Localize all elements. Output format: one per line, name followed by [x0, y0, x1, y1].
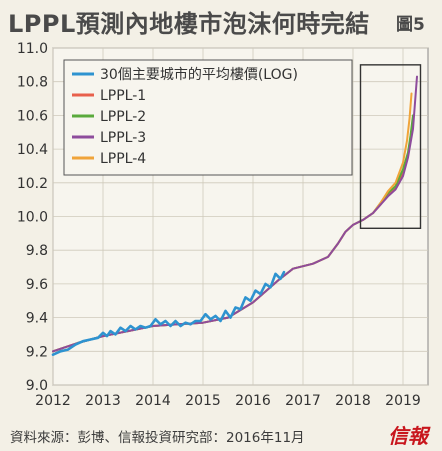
- source-note: 資料來源：彭博、信報投資研究部：2016年11月: [10, 430, 305, 446]
- y-tick-label: 9.4: [26, 311, 48, 327]
- legend-label: LPPL-1: [100, 88, 146, 104]
- figure-label: 圖5: [396, 15, 425, 35]
- legend-box: [63, 59, 353, 176]
- y-tick-label: 10.8: [17, 75, 48, 91]
- y-tick-label: 9.0: [26, 378, 48, 394]
- y-tick-label: 10.4: [17, 142, 48, 158]
- y-tick-label: 9.8: [26, 243, 48, 259]
- y-tick-label: 10.0: [17, 210, 48, 226]
- x-tick-label: 2015: [185, 393, 221, 409]
- highlight-box: [359, 64, 422, 229]
- legend-label: LPPL-3: [100, 130, 146, 146]
- x-tick-label: 2018: [335, 393, 371, 409]
- y-tick-label: 10.6: [17, 108, 48, 124]
- y-tick-label: 10.2: [17, 176, 48, 192]
- x-tick-label: 2016: [235, 393, 271, 409]
- series-line-3: [52, 75, 418, 353]
- x-tick-label: 2017: [285, 393, 321, 409]
- series-line-0: [51, 270, 286, 357]
- x-tick-label: 2013: [85, 393, 121, 409]
- chart-title: LPPL預測內地樓市泡沫何時完結: [8, 10, 370, 38]
- x-tick-label: 2012: [35, 393, 71, 409]
- x-tick-label: 2019: [385, 393, 421, 409]
- y-tick-label: 9.6: [26, 277, 48, 293]
- legend-label: LPPL-2: [100, 109, 146, 125]
- y-tick-label: 9.2: [26, 344, 48, 360]
- y-tick-label: 11.0: [17, 41, 48, 57]
- x-tick-label: 2014: [135, 393, 171, 409]
- legend-label: LPPL-4: [100, 151, 146, 167]
- publisher-logo: 信報: [388, 424, 428, 448]
- legend-label: 30個主要城市的平均樓價(LOG): [100, 66, 298, 83]
